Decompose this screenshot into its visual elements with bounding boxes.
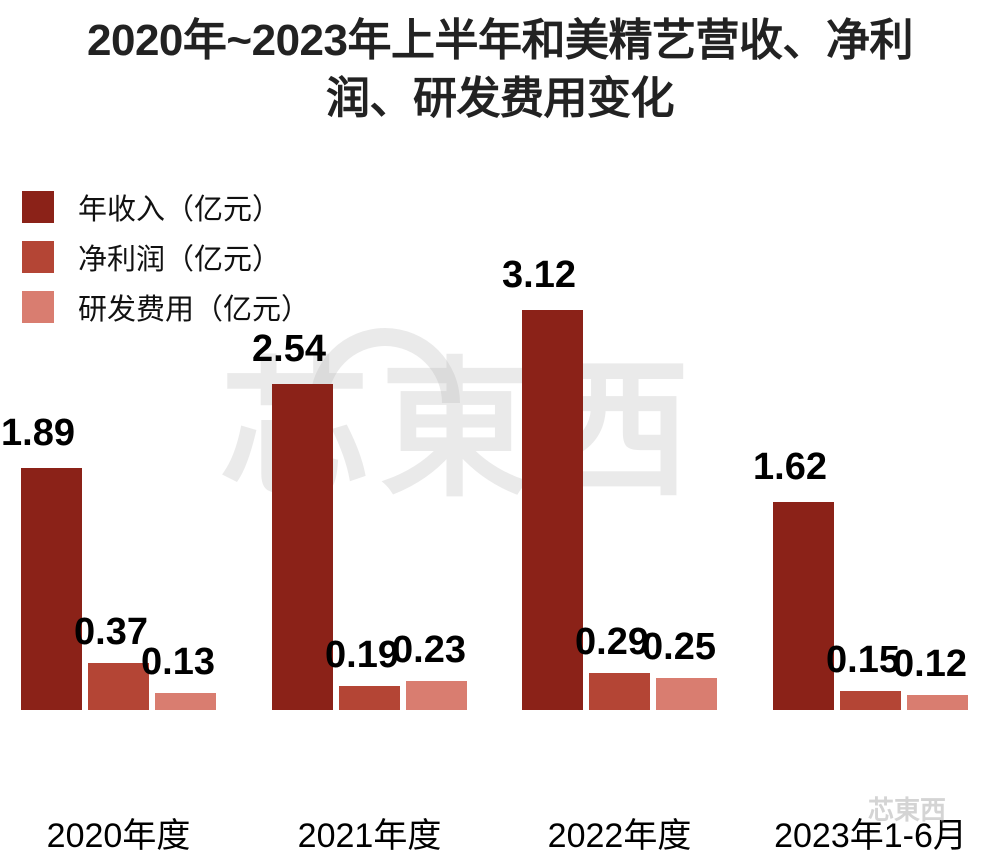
value-label-rd-expense: 0.13 (141, 641, 215, 683)
legend-swatch-revenue (22, 191, 54, 223)
legend-item-net-profit: 净利润（亿元） (22, 232, 310, 282)
bar-rd-expense (155, 693, 216, 710)
x-axis-label: 2021年度 (297, 817, 442, 855)
x-axis-label: 2023年1-6月 (774, 817, 967, 855)
value-label-revenue: 1.62 (753, 446, 827, 488)
legend: 年收入（亿元） 净利润（亿元） 研发费用（亿元） (22, 182, 310, 332)
value-label-net-profit: 0.29 (575, 621, 649, 663)
chart-title-line-2: 润、研发费用变化 (326, 74, 675, 123)
value-label-rd-expense: 0.23 (392, 629, 466, 671)
value-label-revenue: 3.12 (502, 254, 576, 296)
chart-title-line-1: 2020年~2023年上半年和美精艺营收、净利 (87, 16, 913, 65)
bar-rd-expense (907, 695, 968, 710)
x-axis-label: 2022年度 (547, 817, 692, 855)
bar-revenue (21, 468, 82, 710)
bar-rd-expense (406, 681, 467, 710)
value-label-net-profit: 0.19 (325, 634, 399, 676)
bar-net-profit (840, 691, 901, 710)
legend-label-rd-expense: 研发费用（亿元） (78, 294, 311, 326)
legend-swatch-net-profit (22, 241, 54, 273)
bar-revenue (773, 502, 834, 710)
legend-item-revenue: 年收入（亿元） (22, 182, 310, 232)
value-label-revenue: 1.89 (1, 412, 75, 454)
value-label-rd-expense: 0.12 (893, 643, 967, 685)
value-label-revenue: 2.54 (252, 328, 326, 370)
corner-watermark: 芯東西 (868, 795, 947, 825)
legend-label-revenue: 年收入（亿元） (78, 194, 282, 226)
legend-swatch-rd-expense (22, 291, 54, 323)
bar-revenue (522, 310, 583, 710)
bar-net-profit (88, 663, 149, 710)
bar-revenue (272, 384, 333, 710)
chart-title: 2020年~2023年上半年和美精艺营收、净利 润、研发费用变化 (0, 12, 1000, 128)
legend-label-net-profit: 净利润（亿元） (78, 244, 282, 276)
value-label-net-profit: 0.15 (826, 639, 900, 681)
value-label-rd-expense: 0.25 (642, 626, 716, 668)
value-label-net-profit: 0.37 (74, 611, 148, 653)
bar-rd-expense (656, 678, 717, 710)
legend-item-rd-expense: 研发费用（亿元） (22, 282, 310, 332)
bar-net-profit (339, 686, 400, 710)
x-axis-label: 2020年度 (46, 817, 191, 855)
bar-net-profit (589, 673, 650, 710)
